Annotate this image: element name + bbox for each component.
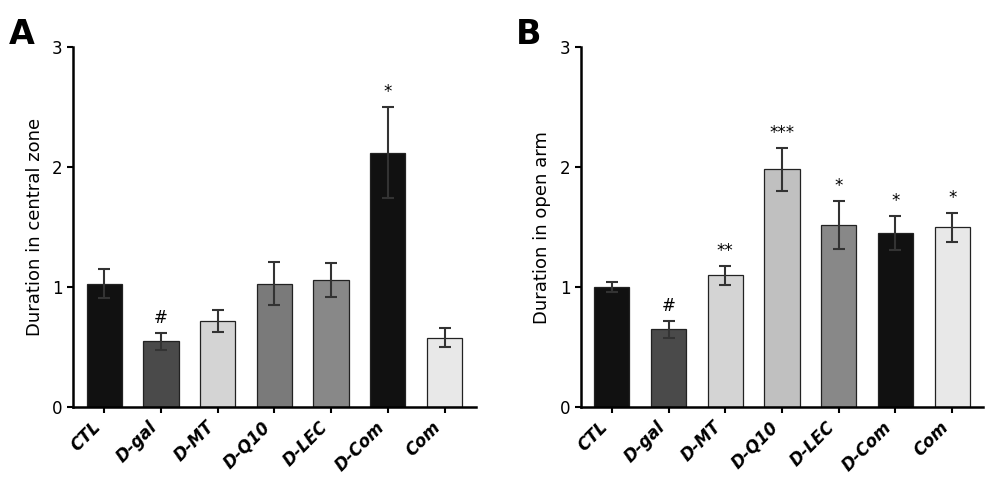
Text: *: * [835, 177, 843, 195]
Bar [370, 153, 405, 408]
Text: *: * [384, 83, 392, 101]
Text: #: # [662, 297, 676, 315]
Text: A: A [9, 18, 34, 51]
Y-axis label: Duration in open arm: Duration in open arm [533, 131, 551, 324]
Bar [257, 284, 292, 408]
Text: B: B [516, 18, 542, 51]
Bar [878, 233, 913, 408]
Y-axis label: Duration in central zone: Duration in central zone [26, 118, 44, 336]
Bar [313, 280, 349, 408]
Bar [708, 275, 743, 408]
Bar [200, 321, 235, 408]
Bar [651, 329, 686, 408]
Bar [821, 225, 856, 408]
Bar [87, 284, 122, 408]
Bar [594, 287, 629, 408]
Text: ***: *** [769, 124, 795, 142]
Bar [143, 341, 179, 408]
Text: #: # [154, 309, 168, 327]
Bar [935, 227, 970, 408]
Text: *: * [891, 192, 900, 210]
Bar [764, 169, 800, 408]
Bar [427, 338, 462, 408]
Text: **: ** [717, 242, 734, 260]
Text: *: * [948, 189, 956, 207]
